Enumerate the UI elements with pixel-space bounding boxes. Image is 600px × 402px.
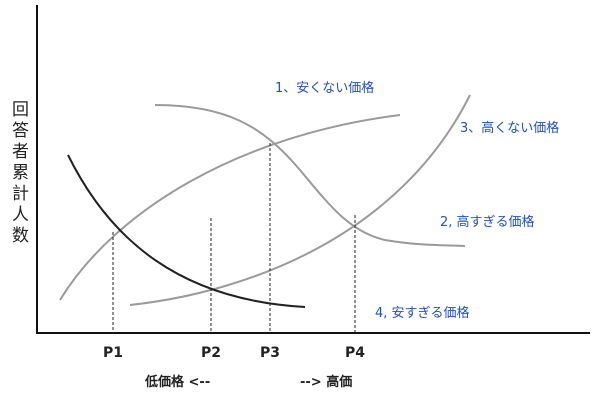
low-price-direction: 低価格 <--	[144, 374, 210, 390]
curve-label: 3、高くない価格	[460, 120, 559, 136]
curve-not-expensive	[129, 94, 471, 306]
price-point-label: P2	[201, 345, 221, 361]
price-point-label: P3	[260, 345, 280, 361]
curve-label: 1、安くない価格	[275, 80, 374, 96]
high-price-direction: --> 高価	[300, 374, 352, 390]
curve-too-cheap	[67, 154, 306, 308]
y-axis-label: 回答者累計人数	[8, 100, 29, 247]
curve-label: 2, 高すぎる価格	[440, 214, 535, 230]
price-point-label: P4	[345, 345, 365, 361]
curve-label: 4, 安すぎる価格	[375, 305, 470, 321]
curve-too-expensive	[154, 104, 466, 247]
price-point-label: P1	[103, 345, 123, 361]
curve-not-cheap	[59, 114, 401, 301]
